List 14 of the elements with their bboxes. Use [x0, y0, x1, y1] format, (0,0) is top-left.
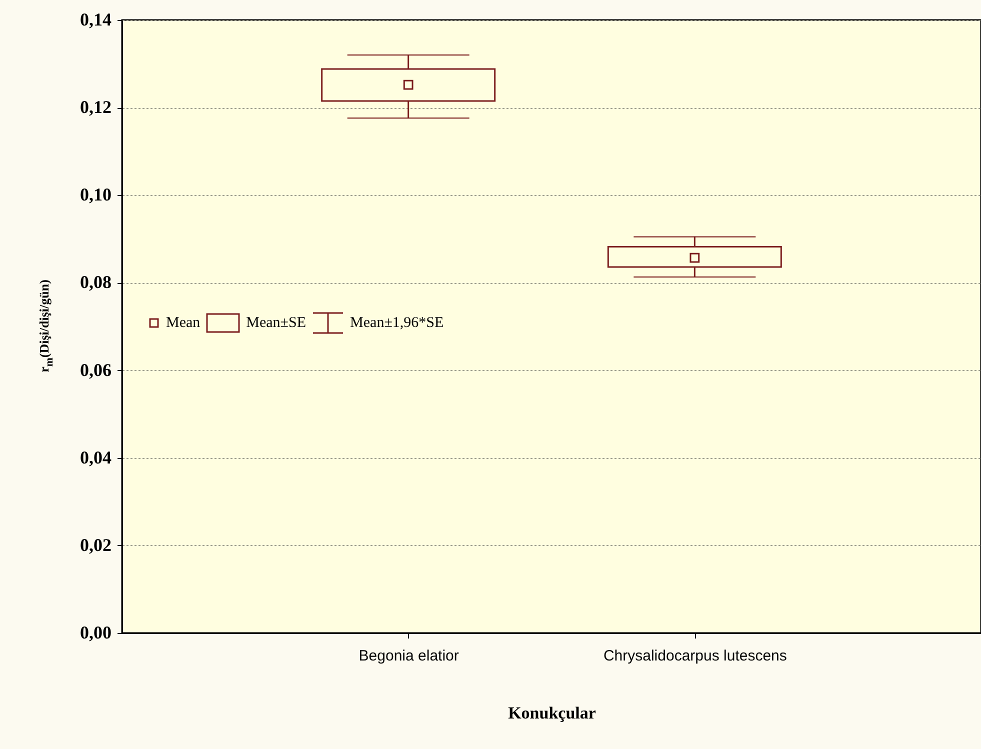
- y-tick-label: 0,02: [80, 534, 112, 555]
- annotation: Mean±SE: [246, 314, 306, 332]
- x-tick-label: Chrysalidocarpus lutescens: [603, 648, 787, 664]
- y-tick-label: 0,10: [80, 184, 112, 205]
- annotation: Mean: [166, 314, 200, 332]
- y-tick-label: 0,06: [80, 360, 112, 380]
- y-tick-label: 0,04: [80, 447, 112, 468]
- x-tick-label: Begonia elatior: [358, 648, 459, 664]
- y-tick-label: 0,00: [80, 622, 112, 642]
- annotation: Mean±1,96*SE: [350, 314, 444, 332]
- y-tick-label: 0,12: [80, 97, 112, 118]
- y-tick-label: 0,08: [80, 272, 112, 292]
- y-tick-label: 0,14: [80, 10, 112, 30]
- x-axis-title: Konukçular: [508, 704, 596, 722]
